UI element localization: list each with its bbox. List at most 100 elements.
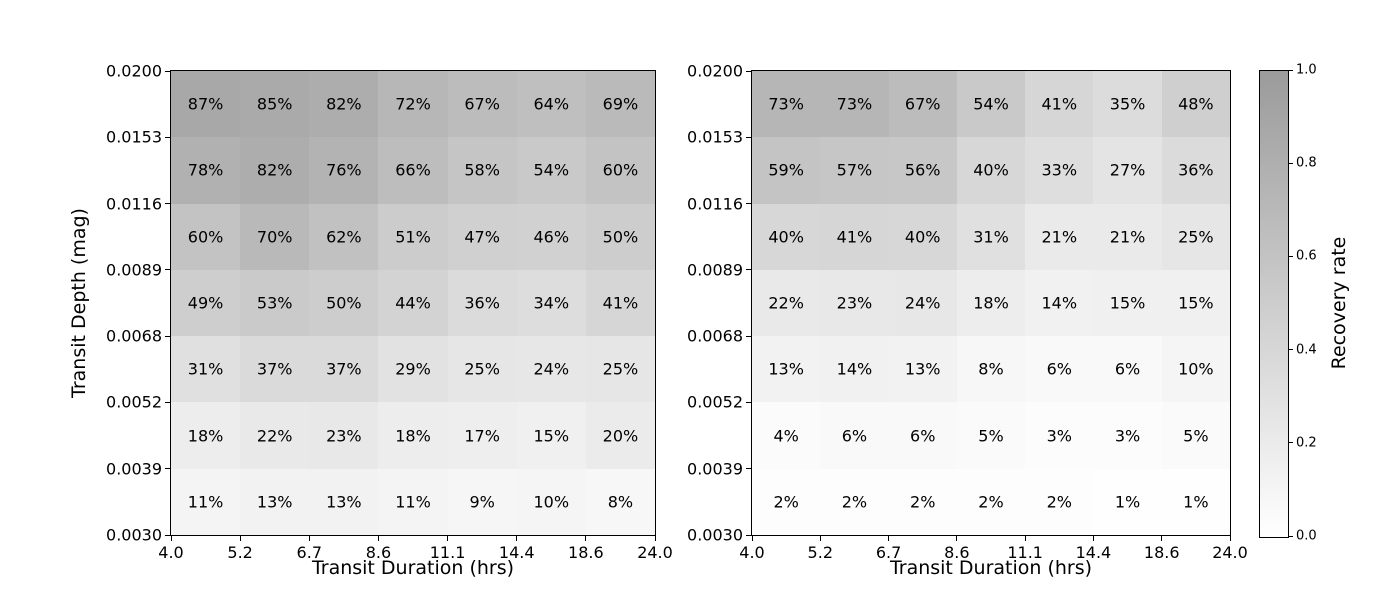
x-tick-label: 6.7	[875, 543, 902, 562]
cell-value-label: 4%	[773, 426, 799, 446]
heatmap-cell	[447, 402, 518, 470]
colorbar-tick-mark	[1289, 255, 1293, 257]
heatmap-cell	[309, 468, 380, 536]
cell-value-label: 18%	[973, 293, 1009, 313]
x-tick-label: 18.6	[1143, 543, 1180, 562]
cell-value-label: 60%	[187, 227, 224, 247]
heatmap-cell	[1161, 203, 1231, 271]
cell-value-label: 23%	[326, 426, 362, 446]
heatmap-cell	[378, 71, 449, 138]
cell-value-label: 69%	[602, 94, 639, 114]
colorbar-tick-label: 0.8	[1296, 155, 1317, 171]
cell-value-label: 13%	[768, 359, 804, 379]
heatmap-cell	[585, 336, 656, 404]
heatmap-cell	[378, 468, 449, 536]
x-axis-label-right: Transit Duration (hrs)	[889, 557, 1093, 579]
heatmap-cell	[820, 269, 890, 337]
cell-value-label: 8%	[607, 492, 634, 512]
heatmap-cell	[956, 402, 1026, 470]
cell-value-label: 51%	[395, 227, 431, 247]
cell-value-label: 11%	[187, 492, 224, 512]
cell-value-label: 2%	[1046, 492, 1072, 512]
x-tick-mark	[377, 536, 379, 541]
cell-value-label: 73%	[768, 94, 804, 114]
x-tick-mark	[654, 536, 656, 541]
heatmap-cell	[1025, 71, 1095, 138]
x-tick-mark	[239, 536, 241, 541]
heatmap-cell	[1161, 402, 1231, 470]
cell-value-label: 14%	[836, 359, 873, 379]
x-tick-label: 6.7	[296, 543, 323, 562]
heatmap-cell	[752, 203, 821, 271]
cell-value-label: 40%	[904, 227, 941, 247]
cell-value-label: 5%	[1183, 426, 1209, 446]
x-tick-label: 4.0	[739, 543, 765, 562]
heatmap-cell	[820, 71, 890, 138]
cell-value-label: 10%	[533, 492, 570, 512]
heatmap-cell	[171, 336, 241, 404]
cell-value-label: 57%	[836, 160, 873, 180]
heatmap-cell	[447, 336, 518, 404]
cell-value-label: 87%	[187, 94, 224, 114]
cell-value-label: 37%	[256, 359, 293, 379]
x-tick-label: 24.0	[1212, 543, 1248, 562]
heatmap-cell	[171, 203, 241, 271]
cell-value-label: 20%	[602, 426, 639, 446]
y-tick-mark	[165, 335, 170, 337]
heatmap-cell	[309, 203, 380, 271]
heatmap-cell	[378, 137, 449, 205]
x-tick-label: 8.6	[944, 543, 970, 562]
heatmap-cell	[1025, 203, 1095, 271]
heatmap-cell	[171, 402, 241, 470]
heatmap-cell	[956, 269, 1026, 337]
cell-value-label: 21%	[1109, 227, 1146, 247]
heatmap-cell	[447, 269, 518, 337]
cell-value-label: 31%	[973, 227, 1009, 247]
cell-value-label: 54%	[973, 94, 1009, 114]
heatmap-cell	[956, 137, 1026, 205]
heatmap-cell	[1025, 468, 1095, 536]
cell-value-label: 2%	[773, 492, 799, 512]
heatmap-cell	[1093, 468, 1163, 536]
cell-value-label: 60%	[602, 160, 639, 180]
cell-value-label: 31%	[187, 359, 224, 379]
heatmap-cell	[888, 269, 958, 337]
cell-value-label: 82%	[326, 94, 362, 114]
cell-value-label: 72%	[395, 94, 431, 114]
x-tick-mark	[1161, 536, 1163, 541]
x-tick-label: 14.4	[1075, 543, 1112, 562]
y-axis-label: Transit Depth (mag)	[68, 208, 90, 398]
colorbar-tick-mark	[1289, 162, 1293, 164]
heatmap-cell	[752, 71, 821, 138]
heatmap-cell	[1093, 203, 1163, 271]
y-tick-mark	[165, 534, 170, 536]
cell-value-label: 6%	[910, 426, 936, 446]
cell-value-label: 10%	[1178, 359, 1214, 379]
y-tick-label: 0.0052	[106, 392, 162, 412]
cell-value-label: 25%	[1178, 227, 1214, 247]
cell-value-label: 35%	[1109, 94, 1146, 114]
heatmap-cell	[956, 203, 1026, 271]
heatmap-cell	[820, 336, 890, 404]
cell-value-label: 3%	[1046, 426, 1072, 446]
heatmap-cell	[585, 137, 656, 205]
x-tick-mark	[170, 536, 172, 541]
heatmap-cell	[585, 468, 656, 536]
y-tick-label: 0.0116	[106, 194, 162, 214]
colorbar-tick-mark	[1289, 535, 1293, 537]
y-tick-mark	[165, 468, 170, 470]
heatmap-cell	[1161, 71, 1231, 138]
cell-value-label: 41%	[602, 293, 639, 313]
heatmap-cell	[1025, 269, 1095, 337]
x-tick-label: 11.1	[429, 543, 466, 562]
heatmap-cell	[516, 468, 587, 536]
x-tick-mark	[585, 536, 587, 541]
cell-value-label: 13%	[904, 359, 941, 379]
y-tick-label: 0.0068	[106, 326, 162, 346]
y-tick-mark	[165, 136, 170, 138]
cell-value-label: 33%	[1041, 160, 1078, 180]
x-tick-label: 5.2	[227, 543, 253, 562]
cell-value-label: 2%	[910, 492, 936, 512]
cell-value-label: 85%	[256, 94, 293, 114]
